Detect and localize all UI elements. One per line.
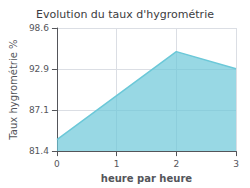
- svg-text:87.1: 87.1: [29, 105, 49, 115]
- svg-text:3: 3: [233, 159, 239, 169]
- svg-text:Evolution du taux d'hygrométri: Evolution du taux d'hygrométrie: [36, 8, 214, 21]
- svg-text:Taux hygrométrie %: Taux hygrométrie %: [8, 39, 19, 140]
- svg-text:92.9: 92.9: [29, 64, 49, 74]
- svg-text:2: 2: [173, 159, 179, 169]
- svg-text:98.6: 98.6: [29, 23, 49, 33]
- svg-text:0: 0: [54, 159, 60, 169]
- svg-text:81.4: 81.4: [29, 146, 49, 156]
- svg-text:1: 1: [114, 159, 120, 169]
- svg-text:heure par heure: heure par heure: [101, 173, 192, 184]
